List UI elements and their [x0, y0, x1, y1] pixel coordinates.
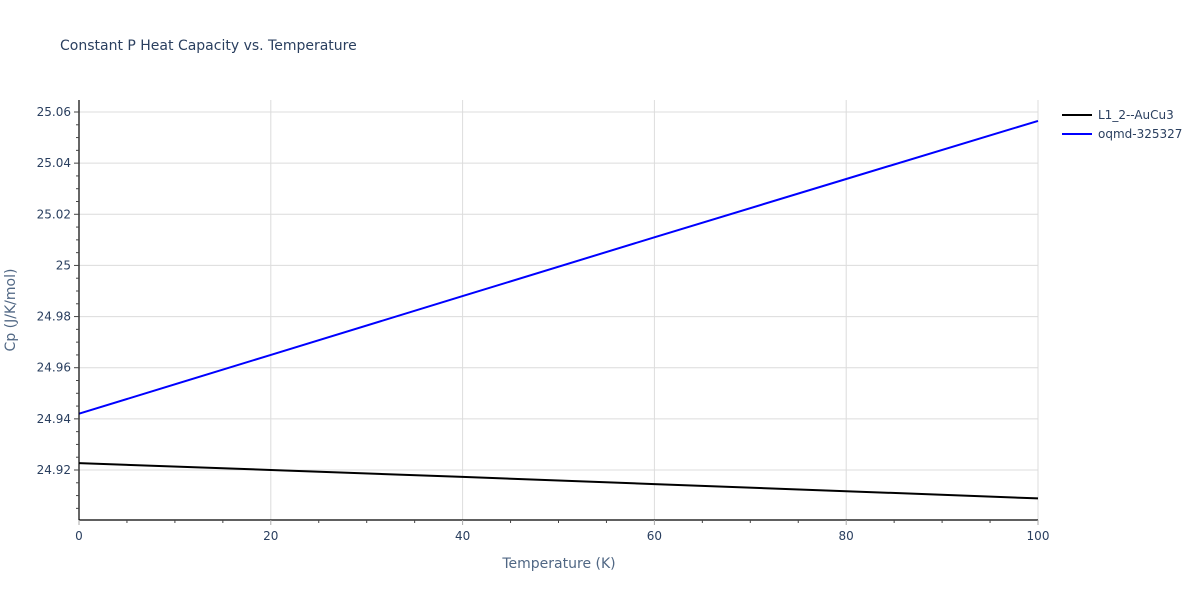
y-tick-label: 24.92: [37, 463, 71, 477]
plot-area[interactable]: [78, 119, 1039, 500]
y-tick-label: 25.02: [37, 207, 71, 221]
y-tick-label: 24.98: [37, 310, 71, 324]
axes: 0 20 40 60 80 100 24.92 24.94 24.96 24.98 25 25.02 2…: [37, 100, 1050, 543]
legend-label: oqmd-325327: [1098, 127, 1182, 141]
x-tick-label: 60: [647, 529, 662, 543]
series-line-oqmd-325327[interactable]: [78, 119, 1039, 415]
y-tick-label: 25.06: [37, 105, 71, 119]
y-tick-label: 24.96: [37, 361, 71, 375]
x-tick-label: 40: [455, 529, 470, 543]
series-line-L1_2--AuCu3[interactable]: [78, 462, 1039, 500]
x-tick-label: 20: [263, 529, 278, 543]
legend-item[interactable]: L1_2--AuCu3: [1062, 108, 1174, 122]
legend-label: L1_2--AuCu3: [1098, 108, 1174, 122]
x-axis-title: Temperature (K): [501, 556, 615, 572]
y-axis-title: Cp (J/K/mol): [3, 269, 19, 352]
y-tick-label: 25.04: [37, 156, 71, 170]
x-tick-label: 80: [839, 529, 854, 543]
x-tick-label: 0: [75, 529, 83, 543]
legend[interactable]: L1_2--AuCu3 oqmd-325327: [1062, 108, 1182, 141]
chart-title: Constant P Heat Capacity vs. Temperature: [60, 38, 357, 54]
gridlines: [79, 100, 1039, 520]
legend-item[interactable]: oqmd-325327: [1062, 127, 1182, 141]
y-tick-label: 25: [56, 258, 71, 272]
y-tick-label: 24.94: [37, 412, 71, 426]
x-tick-label: 100: [1027, 529, 1050, 543]
